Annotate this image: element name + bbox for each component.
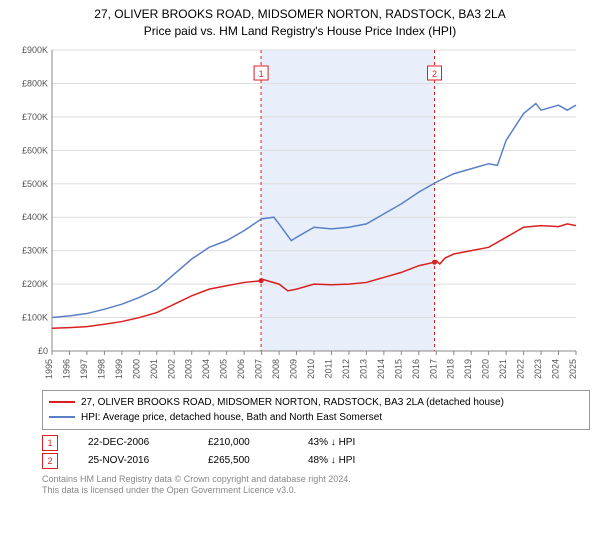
legend-swatch [49, 401, 75, 403]
svg-text:1999: 1999 [114, 359, 124, 379]
svg-text:£900K: £900K [22, 45, 48, 55]
title-sub: Price paid vs. HM Land Registry's House … [0, 23, 600, 40]
svg-text:2021: 2021 [498, 359, 508, 379]
svg-text:2022: 2022 [516, 359, 526, 379]
line-chart: £0 £100K £200K £300K £400K £500K £600K £700K £80… [10, 44, 580, 379]
legend-swatch [49, 416, 75, 418]
svg-text:1: 1 [259, 69, 264, 79]
svg-text:2012: 2012 [341, 359, 351, 379]
svg-text:2003: 2003 [184, 359, 194, 379]
sale-price: £210,000 [208, 437, 278, 448]
svg-text:2005: 2005 [219, 359, 229, 379]
svg-text:1997: 1997 [79, 359, 89, 379]
svg-text:2010: 2010 [306, 359, 316, 379]
svg-text:2017: 2017 [428, 359, 438, 379]
sale-delta: 43% ↓ HPI [308, 437, 355, 448]
footer: Contains HM Land Registry data © Crown c… [42, 474, 590, 497]
svg-text:2023: 2023 [533, 359, 543, 379]
svg-text:2001: 2001 [149, 359, 159, 379]
svg-text:2006: 2006 [236, 359, 246, 379]
chart-container: 27, OLIVER BROOKS ROAD, MIDSOMER NORTON,… [0, 0, 600, 560]
legend-item: 27, OLIVER BROOKS ROAD, MIDSOMER NORTON,… [49, 395, 583, 410]
svg-text:2: 2 [432, 69, 437, 79]
sale-marker: 2 [42, 453, 58, 469]
svg-text:2011: 2011 [323, 359, 333, 378]
svg-text:£500K: £500K [22, 178, 48, 188]
svg-text:2020: 2020 [481, 359, 491, 379]
svg-text:1998: 1998 [96, 359, 106, 379]
legend-label: 27, OLIVER BROOKS ROAD, MIDSOMER NORTON,… [81, 395, 504, 410]
footer-line: Contains HM Land Registry data © Crown c… [42, 474, 590, 486]
legend: 27, OLIVER BROOKS ROAD, MIDSOMER NORTON,… [42, 390, 590, 430]
svg-text:1996: 1996 [61, 359, 71, 379]
svg-text:2015: 2015 [393, 359, 403, 379]
svg-text:2019: 2019 [463, 359, 473, 379]
svg-text:£800K: £800K [22, 78, 48, 88]
titles: 27, OLIVER BROOKS ROAD, MIDSOMER NORTON,… [0, 0, 600, 40]
svg-text:2008: 2008 [271, 359, 281, 379]
chart-area: £0 £100K £200K £300K £400K £500K £600K £700K £80… [10, 44, 590, 384]
svg-text:1995: 1995 [44, 359, 54, 379]
sales-row: 2 25-NOV-2016 £265,500 48% ↓ HPI [42, 452, 590, 470]
svg-text:2007: 2007 [254, 359, 264, 379]
svg-text:2002: 2002 [166, 359, 176, 379]
title-main: 27, OLIVER BROOKS ROAD, MIDSOMER NORTON,… [0, 6, 600, 23]
svg-text:2014: 2014 [376, 359, 386, 379]
legend-item: HPI: Average price, detached house, Bath… [49, 410, 583, 425]
sale-marker: 1 [42, 435, 58, 451]
sales-table: 1 22-DEC-2006 £210,000 43% ↓ HPI 2 25-NO… [42, 434, 590, 470]
svg-text:2013: 2013 [358, 359, 368, 379]
svg-text:2004: 2004 [201, 359, 211, 379]
svg-text:£400K: £400K [22, 212, 48, 222]
sale-date: 25-NOV-2016 [88, 455, 178, 466]
svg-text:£200K: £200K [22, 279, 48, 289]
legend-label: HPI: Average price, detached house, Bath… [81, 410, 382, 425]
sales-row: 1 22-DEC-2006 £210,000 43% ↓ HPI [42, 434, 590, 452]
sale-price: £265,500 [208, 455, 278, 466]
sale-date: 22-DEC-2006 [88, 437, 178, 448]
svg-text:£300K: £300K [22, 245, 48, 255]
svg-text:2009: 2009 [289, 359, 299, 379]
svg-text:£600K: £600K [22, 145, 48, 155]
sale-delta: 48% ↓ HPI [308, 455, 355, 466]
svg-text:2025: 2025 [568, 359, 578, 379]
svg-text:2024: 2024 [551, 359, 561, 379]
svg-text:£700K: £700K [22, 111, 48, 121]
svg-text:2018: 2018 [446, 359, 456, 379]
svg-text:2016: 2016 [411, 359, 421, 379]
footer-line: This data is licensed under the Open Gov… [42, 485, 590, 497]
svg-text:£0: £0 [38, 346, 48, 356]
svg-text:£100K: £100K [22, 312, 48, 322]
svg-text:2000: 2000 [131, 359, 141, 379]
